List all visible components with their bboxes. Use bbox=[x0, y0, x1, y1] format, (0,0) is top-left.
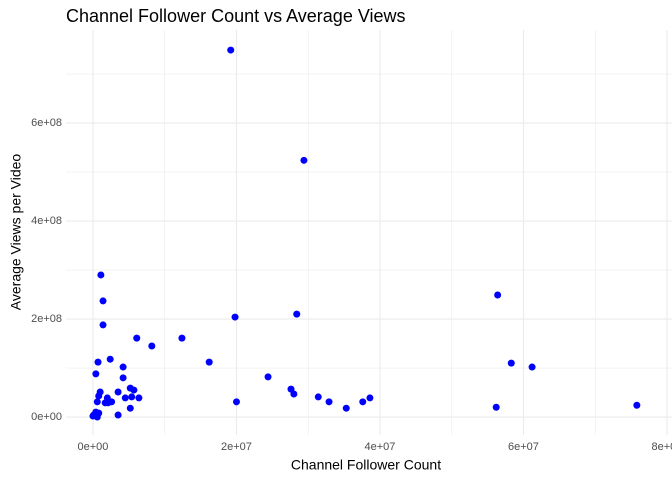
point bbox=[231, 313, 239, 321]
y-axis-label: Average Views per Video bbox=[8, 154, 24, 311]
point bbox=[366, 394, 374, 402]
point bbox=[89, 412, 97, 420]
point bbox=[528, 363, 536, 371]
x-tick-label: 4e+07 bbox=[365, 441, 396, 453]
point bbox=[264, 373, 272, 381]
point bbox=[126, 404, 134, 412]
point bbox=[300, 156, 308, 164]
point bbox=[94, 358, 102, 366]
point bbox=[133, 334, 141, 342]
point bbox=[359, 398, 367, 406]
point bbox=[101, 399, 109, 407]
point bbox=[135, 394, 143, 402]
point bbox=[97, 271, 105, 279]
point bbox=[95, 392, 103, 400]
point bbox=[119, 363, 127, 371]
point bbox=[205, 358, 213, 366]
point bbox=[119, 374, 127, 382]
y-tick-label: 2e+08 bbox=[31, 313, 62, 325]
x-tick-label: 6e+07 bbox=[508, 441, 539, 453]
chart-title: Channel Follower Count vs Average Views bbox=[66, 6, 406, 26]
point bbox=[342, 404, 350, 412]
point bbox=[99, 297, 107, 305]
point bbox=[99, 321, 107, 329]
point bbox=[293, 310, 301, 318]
point bbox=[507, 359, 515, 367]
x-axis-label: Channel Follower Count bbox=[291, 457, 441, 473]
point bbox=[325, 398, 333, 406]
point bbox=[227, 46, 235, 54]
point bbox=[128, 393, 136, 401]
point bbox=[148, 342, 156, 350]
point bbox=[633, 401, 641, 409]
point bbox=[492, 403, 500, 411]
point bbox=[114, 411, 122, 419]
point bbox=[232, 398, 240, 406]
point bbox=[314, 393, 322, 401]
point bbox=[92, 370, 100, 378]
x-tick-label: 8e+07 bbox=[652, 441, 672, 453]
point bbox=[178, 334, 186, 342]
point bbox=[121, 394, 129, 402]
y-tick-label: 4e+08 bbox=[31, 215, 62, 227]
x-tick-label: 0e+00 bbox=[78, 441, 109, 453]
point bbox=[95, 409, 103, 417]
x-tick-label: 2e+07 bbox=[221, 441, 252, 453]
point bbox=[106, 355, 114, 363]
y-tick-label: 0e+00 bbox=[31, 411, 62, 423]
point bbox=[494, 291, 502, 299]
point bbox=[114, 388, 122, 396]
point bbox=[130, 386, 138, 394]
point bbox=[290, 390, 298, 398]
y-tick-label: 6e+08 bbox=[31, 117, 62, 129]
point bbox=[93, 398, 101, 406]
point bbox=[108, 398, 116, 406]
